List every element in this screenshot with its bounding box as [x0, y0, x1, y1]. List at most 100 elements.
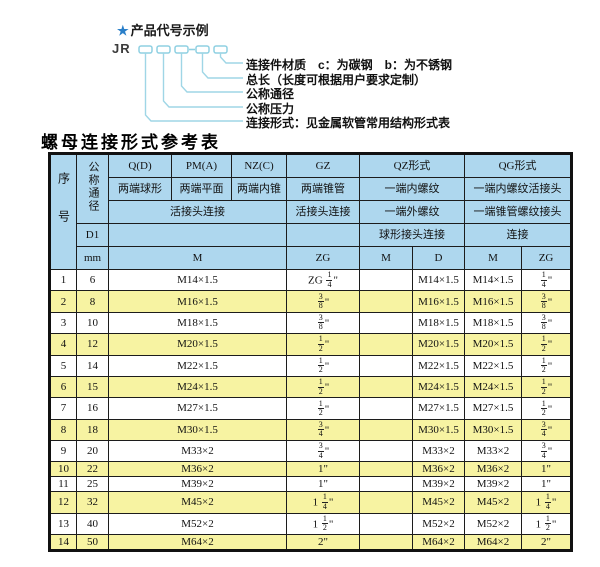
- table-row: 10 22 M36×2 1" M36×2 M36×2 1": [49, 461, 573, 478]
- cell-qz-d: M22×1.5: [411, 354, 466, 377]
- header-desc-gz: 两端锥管: [286, 177, 360, 201]
- header-connect: 连接: [464, 223, 573, 247]
- cell-qz-m: [359, 533, 413, 552]
- cell-qg-zg: 1 4 ": [521, 268, 573, 292]
- cell-seq: 4: [49, 333, 77, 356]
- header-group-nzc: NZ(C): [231, 153, 287, 178]
- cell-zg: 1 1 4 ": [286, 491, 360, 514]
- cell-qz-m: [359, 461, 413, 478]
- table-row: 1 6 M14×1.5 ZG 1 4 " M14×1.5 M14×1.5 1 4 ": [49, 268, 573, 292]
- cell-seq: 14: [49, 533, 77, 552]
- header-d-qz: D: [411, 246, 466, 270]
- header-nominal-diameter: 公称通径: [76, 153, 109, 224]
- cell-dn: 25: [76, 476, 109, 493]
- cell-m: M64×2: [108, 533, 287, 552]
- nut-connection-table: 序号 公称通径 Q(D) PM(A) NZ(C) GZ QZ形式 QG形式 两端…: [48, 152, 574, 552]
- cell-qz-d: M52×2: [411, 512, 466, 535]
- cell-m: M20×1.5: [108, 333, 287, 356]
- cell-m: M16×1.5: [108, 290, 287, 313]
- cell-qz-d: M64×2: [411, 533, 466, 552]
- cell-qz-m: [359, 333, 413, 356]
- header-conn-gz: 活接头连接: [286, 200, 360, 224]
- cell-qz-d: M18×1.5: [411, 311, 466, 335]
- cell-zg: 1 2 ": [286, 375, 360, 399]
- header-group-qd: Q(D): [108, 153, 172, 178]
- table-header: 序号 公称通径 Q(D) PM(A) NZ(C) GZ QZ形式 QG形式 两端…: [49, 153, 573, 270]
- cell-qg-zg: 1 1 4 ": [521, 491, 573, 514]
- cell-zg: 1 2 ": [286, 333, 360, 356]
- cell-qg-m: M20×1.5: [464, 333, 523, 356]
- header-desc-qg: 一端内螺纹活接头: [464, 177, 573, 201]
- cell-qg-m: M24×1.5: [464, 375, 523, 399]
- header-desc-pma: 两端平面: [171, 177, 232, 201]
- header-group-qz: QZ形式: [358, 153, 466, 178]
- cell-m: M45×2: [108, 491, 287, 514]
- cell-qg-zg: 1 2 ": [521, 354, 573, 377]
- header-desc-nzc: 两端内锥: [231, 177, 287, 201]
- diagram-heading: ★ 产品代号示例: [117, 20, 209, 39]
- cell-dn: 40: [76, 512, 109, 535]
- table-row: 2 8 M16×1.5 3 8 " M16×1.5 M16×1.5 3 8 ": [49, 290, 573, 313]
- cell-qz-d: M30×1.5: [411, 418, 466, 442]
- cell-dn: 10: [76, 311, 109, 335]
- cell-zg: 2": [286, 533, 360, 552]
- code-callout-lines: [138, 45, 243, 122]
- cell-m: M18×1.5: [108, 311, 287, 335]
- cell-seq: 10: [49, 461, 77, 478]
- table-row: 14 50 M64×2 2" M64×2 M64×2 2": [49, 533, 573, 552]
- cell-qg-m: M64×2: [464, 533, 523, 552]
- cell-qz-d: M45×2: [411, 491, 466, 514]
- cell-qg-zg: 1": [521, 476, 573, 493]
- code-prefix: JR: [112, 41, 131, 56]
- header-conn-union: 活接头连接: [108, 200, 287, 224]
- cell-dn: 20: [76, 439, 109, 463]
- leader-lines: [144, 53, 243, 122]
- cell-dn: 16: [76, 397, 109, 420]
- callout-label-material: 连接件材质 c：为碳钢 b：为不锈钢: [246, 58, 453, 72]
- callout-label-connection: 连接形式：见金属软管常用结构形式表: [246, 116, 451, 130]
- cell-zg: 1 2 ": [286, 397, 360, 420]
- cell-qz-d: M24×1.5: [411, 375, 466, 399]
- cell-dn: 12: [76, 333, 109, 356]
- cell-qz-m: [359, 439, 413, 463]
- cell-qg-m: M30×1.5: [464, 418, 523, 442]
- cell-qz-d: M33×2: [411, 439, 466, 463]
- table-row: 6 15 M24×1.5 1 2 " M24×1.5 M24×1.5 1 2 ": [49, 375, 573, 399]
- table-row: 5 14 M22×1.5 1 2 " M22×1.5 M22×1.5 1 2 ": [49, 354, 573, 377]
- cell-qg-zg: 3 4 ": [521, 418, 573, 442]
- table-row: 11 25 M39×2 1" M39×2 M39×2 1": [49, 476, 573, 493]
- cell-qz-m: [359, 311, 413, 335]
- table-row: 13 40 M52×2 1 1 2 " M52×2 M52×2 1 1 2 ": [49, 512, 573, 535]
- header-desc-qz: 一端内螺纹: [358, 177, 466, 201]
- cell-m: M22×1.5: [108, 354, 287, 377]
- cell-seq: 11: [49, 476, 77, 493]
- header-conn-qz: 一端外螺纹: [358, 200, 466, 224]
- header-m-qg: M: [464, 246, 523, 270]
- cell-qg-zg: 3 8 ": [521, 290, 573, 313]
- cell-qg-zg: 1 2 ": [521, 397, 573, 420]
- cell-qg-m: M18×1.5: [464, 311, 523, 335]
- cell-dn: 22: [76, 461, 109, 478]
- cell-qz-m: [359, 476, 413, 493]
- cell-qz-d: M14×1.5: [411, 268, 466, 292]
- header-group-gz: GZ: [286, 153, 360, 178]
- cell-seq: 1: [49, 268, 77, 292]
- cell-qg-m: M16×1.5: [464, 290, 523, 313]
- cell-qz-m: [359, 268, 413, 292]
- header-desc-qd: 两端球形: [108, 177, 172, 201]
- header-group-pma: PM(A): [171, 153, 232, 178]
- table-row: 9 20 M33×2 3 4 " M33×2 M33×2 3 4 ": [49, 439, 573, 463]
- cell-m: M14×1.5: [108, 268, 287, 292]
- header-seq: 序号: [49, 153, 77, 270]
- cell-qz-m: [359, 397, 413, 420]
- cell-zg: ZG 1 4 ": [286, 268, 360, 292]
- callout-label-pressure: 公称压力: [246, 102, 295, 116]
- cell-zg: 3 4 ": [286, 439, 360, 463]
- header-zg-gz: ZG: [286, 246, 360, 270]
- cell-qz-d: M36×2: [411, 461, 466, 478]
- cell-seq: 7: [49, 397, 77, 420]
- cell-dn: 14: [76, 354, 109, 377]
- header-mm: mm: [76, 246, 109, 270]
- cell-m: M33×2: [108, 439, 287, 463]
- cell-qg-zg: 1 1 2 ": [521, 512, 573, 535]
